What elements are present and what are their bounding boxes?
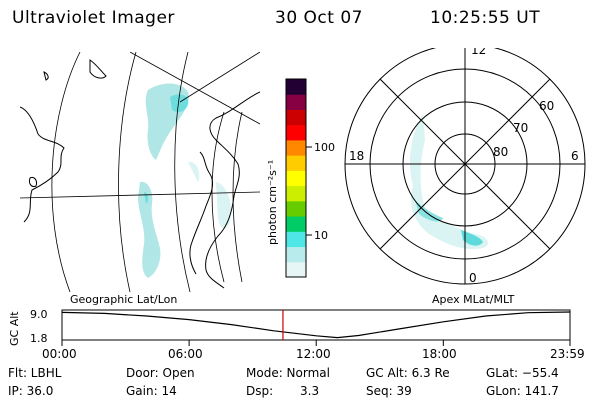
seq-info: Seq: 39 — [366, 384, 412, 398]
colorbar-tick-label-10: 10 — [314, 229, 328, 242]
colorbar-segment — [286, 139, 306, 156]
mlt-label-18: 18 — [349, 149, 364, 163]
colorbar-segment — [286, 109, 306, 126]
timeline-x-ticks — [61, 340, 571, 346]
mlt-label-12: 12 — [471, 48, 486, 57]
mlat-label-80: 80 — [493, 145, 508, 159]
polar-mlt-lines — [345, 48, 585, 284]
colorbar-segment — [286, 216, 306, 232]
colorbar-segment — [286, 94, 306, 110]
mlat-label-70: 70 — [513, 121, 528, 135]
colorbar-segment — [286, 261, 306, 278]
colorbar-frame — [285, 78, 307, 278]
geographic-map — [20, 52, 260, 292]
colorbar-gradient — [286, 79, 306, 278]
y-tick-label-bottom: 1.8 — [30, 332, 48, 345]
colorbar-tick-label-100: 100 — [314, 141, 335, 154]
x-tick-label-2: 12:00 — [296, 347, 331, 361]
gc-alt-info: GC Alt: 6.3 Re — [366, 366, 450, 380]
coastlines — [20, 59, 260, 289]
gain-info: Gain: 14 — [126, 384, 177, 398]
polar-mlat-mlt-plot: 12 0 18 6 60 70 80 — [344, 48, 586, 285]
door-info: Door: Open — [126, 366, 195, 380]
colorbar: 100 10 photon cm⁻²s⁻¹ — [266, 78, 335, 278]
x-tick-label-3: 18:00 — [422, 347, 457, 361]
colorbar-segment — [286, 185, 306, 202]
glat-info: GLat: −55.4 — [486, 366, 559, 380]
mlt-label-0: 0 — [469, 271, 477, 285]
glon-info: GLon: 141.7 — [486, 384, 559, 398]
geo-map-label: Geographic Lat/Lon — [70, 293, 178, 306]
colorbar-segment — [286, 200, 306, 217]
colorbar-unit-label: photon cm⁻²s⁻¹ — [266, 160, 279, 245]
x-tick-label-1: 06:00 — [168, 347, 203, 361]
y-tick-label-top: 9.0 — [30, 308, 48, 321]
colorbar-segment — [286, 231, 306, 248]
date-label: 30 Oct 07 — [275, 8, 363, 28]
app-title: Ultraviolet Imager — [12, 8, 175, 28]
dsp-info: Dsp: — [246, 384, 274, 398]
mlat-label-60: 60 — [539, 99, 554, 113]
colorbar-segment — [286, 246, 306, 263]
aurora-emission-polar — [410, 114, 489, 250]
gc-alt-timeline-chart: GC Alt 9.0 1.8 — [8, 308, 571, 346]
mode-info: Mode: Normal — [246, 366, 330, 380]
colorbar-segment — [286, 124, 306, 141]
colorbar-segment — [286, 79, 306, 95]
gc-alt-series-line — [61, 311, 571, 339]
colorbar-segment — [286, 170, 306, 187]
polar-plot-label: Apex MLat/MLT — [432, 293, 515, 306]
colorbar-segment — [286, 155, 306, 171]
filter-info: Flt: LBHL — [8, 366, 62, 380]
geo-grid — [20, 52, 260, 292]
x-tick-label-4: 23:59 — [550, 347, 585, 361]
time-label: 10:25:55 UT — [430, 8, 541, 28]
x-tick-label-0: 00:00 — [42, 347, 77, 361]
dsp-value: 3.3 — [300, 384, 320, 398]
mlt-label-6: 6 — [571, 149, 579, 163]
ip-info: IP: 36.0 — [8, 384, 54, 398]
timeline-ylabel: GC Alt — [8, 311, 21, 346]
